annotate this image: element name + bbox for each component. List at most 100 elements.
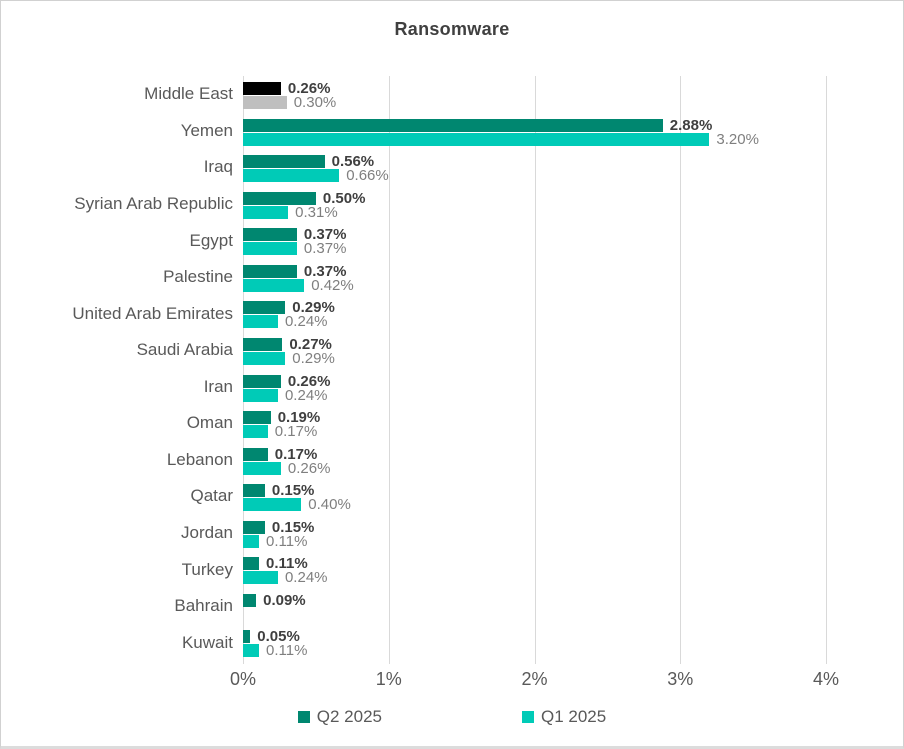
- bar-q2-2025-oman: [243, 411, 271, 425]
- bar-q2-2025-jordan: [243, 520, 265, 534]
- plot-area: 0.26% 0.30% 2.88% 3.20% 0.56% 0.66% 0.50% 0.31%…: [243, 76, 827, 664]
- value-label-q2-2025-jordan: 0.15%: [271, 518, 315, 536]
- value-label-q1-2025-united-arab-emirates: 0.24%: [284, 313, 328, 331]
- category-label-bahrain: Bahrain: [174, 596, 233, 616]
- value-label-q1-2025-oman: 0.17%: [274, 423, 318, 441]
- category-label-iraq: Iraq: [203, 157, 233, 177]
- category-label-turkey: Turkey: [181, 559, 233, 579]
- value-label-q1-2025-saudi-arabia: 0.29%: [292, 349, 335, 367]
- x-tick-4-: 4%: [812, 669, 840, 689]
- value-label-q2-2025-iran: 0.26%: [287, 372, 331, 390]
- value-label-q2-2025-qatar: 0.15%: [271, 482, 315, 500]
- legend-item-q1-2025: Q1 2025: [522, 707, 606, 727]
- value-label-q1-2025-palestine: 0.42%: [311, 276, 354, 294]
- category-label-oman: Oman: [186, 413, 233, 433]
- legend-label: Q1 2025: [541, 707, 607, 726]
- category-axis: Middle East Yemen Iraq Syrian Arab Republic…: [1, 76, 233, 661]
- bar-q2-2025-iran: [243, 374, 281, 388]
- bar-q1-2025-syrian-arab-republic: [243, 205, 289, 219]
- value-label-q1-2025-qatar: 0.40%: [308, 496, 351, 514]
- category-label-lebanon: Lebanon: [166, 449, 233, 469]
- value-label-q2-2025-palestine: 0.37%: [303, 262, 347, 280]
- legend: Q2 2025 Q1 2025: [1, 707, 903, 727]
- category-label-kuwait: Kuwait: [181, 632, 233, 652]
- x-axis: 0% 1% 2% 3% 4%: [230, 669, 839, 693]
- bar-q2-2025-palestine: [243, 264, 297, 278]
- value-label-q1-2025-syrian-arab-republic: 0.31%: [295, 203, 338, 221]
- value-label-q1-2025-iran: 0.24%: [284, 386, 328, 404]
- value-label-q1-2025-lebanon: 0.26%: [287, 459, 331, 477]
- category-label-yemen: Yemen: [180, 120, 233, 140]
- bar-q2-2025-middle-east: [243, 82, 281, 95]
- bar-q2-2025-qatar: [243, 484, 265, 498]
- bar-q2-2025-syrian-arab-republic: [243, 191, 316, 205]
- legend-item-q2-2025: Q2 2025: [297, 707, 382, 727]
- gridline-2-: [534, 76, 536, 664]
- value-label-q1-2025-jordan: 0.11%: [266, 532, 308, 550]
- value-label-q2-2025-kuwait: 0.05%: [257, 628, 300, 646]
- value-label-q1-2025-iraq: 0.66%: [346, 167, 389, 185]
- category-label-middle-east: Middle East: [144, 84, 233, 104]
- bar-q2-2025-saudi-arabia: [243, 337, 283, 351]
- chart-title: Ransomware: [394, 19, 510, 39]
- bar-q2-2025-turkey: [243, 557, 260, 571]
- x-tick-1-: 1%: [375, 669, 402, 689]
- gridline-0-: [243, 76, 244, 664]
- value-label-q1-2025-yemen: 3.20%: [716, 130, 759, 148]
- bar-q1-2025-palestine: [243, 278, 305, 292]
- bar-q1-2025-kuwait: [243, 644, 260, 658]
- bar-q1-2025-united-arab-emirates: [243, 315, 278, 329]
- value-label-q2-2025-saudi-arabia: 0.27%: [289, 335, 332, 353]
- x-tick-3-: 3%: [667, 669, 694, 689]
- bar-q1-2025-jordan: [243, 534, 260, 548]
- bar-q1-2025-oman: [243, 425, 268, 439]
- value-label-q2-2025-yemen: 2.88%: [669, 116, 713, 134]
- bar-q1-2025-turkey: [243, 571, 278, 585]
- value-label-q2-2025-oman: 0.19%: [277, 409, 321, 427]
- value-label-q2-2025-bahrain: 0.09%: [263, 591, 306, 609]
- bar-q1-2025-lebanon: [243, 461, 281, 475]
- category-label-united-arab-emirates: United Arab Emirates: [72, 303, 233, 323]
- bar-q2-2025-iraq: [243, 155, 325, 169]
- gridline-3-: [680, 76, 682, 664]
- legend-swatch-icon: [522, 711, 534, 723]
- category-label-syrian-arab-republic: Syrian Arab Republic: [74, 193, 233, 213]
- bar-q1-2025-egypt: [243, 242, 297, 256]
- value-label-q2-2025-lebanon: 0.17%: [274, 445, 318, 463]
- category-label-saudi-arabia: Saudi Arabia: [136, 340, 233, 360]
- legend-label: Q2 2025: [316, 707, 382, 726]
- value-label-q1-2025-egypt: 0.37%: [303, 240, 347, 258]
- bar-q1-2025-yemen: [243, 132, 710, 146]
- gridline-4-: [826, 76, 827, 664]
- bar-q1-2025-saudi-arabia: [243, 351, 286, 365]
- x-tick-2-: 2%: [521, 669, 548, 689]
- category-label-palestine: Palestine: [163, 267, 233, 287]
- bar-q1-2025-qatar: [243, 498, 302, 512]
- value-label-q2-2025-middle-east: 0.26%: [287, 80, 331, 97]
- bar-q2-2025-lebanon: [243, 447, 268, 461]
- category-label-jordan: Jordan: [181, 523, 233, 543]
- value-label-q1-2025-turkey: 0.24%: [284, 569, 328, 587]
- bar-q1-2025-iraq: [243, 169, 340, 183]
- value-label-q2-2025-iraq: 0.56%: [331, 153, 375, 171]
- value-label-q2-2025-turkey: 0.11%: [266, 555, 308, 573]
- bar-q2-2025-kuwait: [243, 630, 251, 644]
- value-label-q2-2025-united-arab-emirates: 0.29%: [292, 299, 335, 317]
- gridline-1-: [388, 76, 390, 664]
- value-label-q1-2025-middle-east: 0.30%: [293, 94, 337, 111]
- value-label-q1-2025-kuwait: 0.11%: [266, 642, 308, 660]
- value-label-q2-2025-syrian-arab-republic: 0.50%: [322, 189, 366, 207]
- bar-q2-2025-egypt: [243, 228, 297, 242]
- bar-q2-2025-bahrain: [243, 593, 257, 607]
- bar-q2-2025-united-arab-emirates: [243, 301, 286, 315]
- bar-q1-2025-iran: [243, 388, 278, 402]
- legend-swatch-icon: [297, 711, 310, 723]
- bar-q2-2025-yemen: [243, 118, 663, 132]
- value-label-q2-2025-egypt: 0.37%: [303, 226, 347, 244]
- category-label-qatar: Qatar: [190, 486, 233, 506]
- category-label-egypt: Egypt: [189, 230, 233, 250]
- category-label-iran: Iran: [203, 376, 233, 396]
- x-tick-0-: 0%: [229, 669, 257, 689]
- bar-q1-2025-middle-east: [243, 96, 287, 109]
